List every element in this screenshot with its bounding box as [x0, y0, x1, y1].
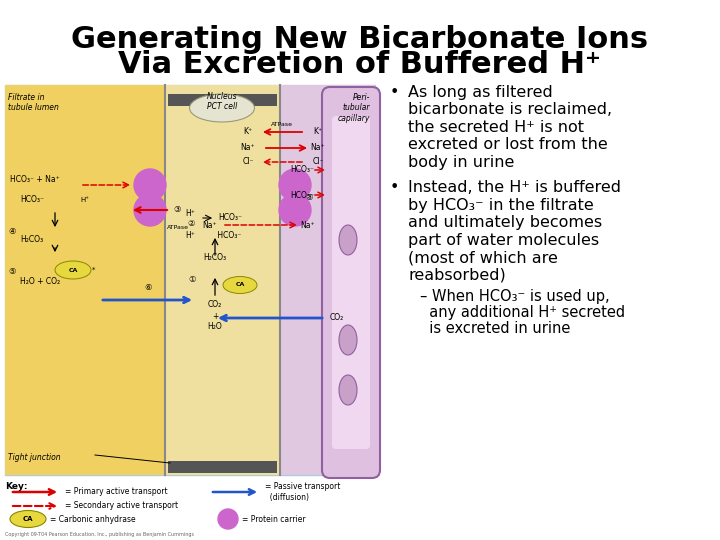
Text: Copyright 09-T04 Pearson Education, Inc., publishing as Benjamin Cummings: Copyright 09-T04 Pearson Education, Inc.… — [5, 532, 194, 537]
Text: CA: CA — [235, 282, 245, 287]
Circle shape — [279, 194, 311, 226]
Text: Na⁺: Na⁺ — [311, 144, 325, 152]
Ellipse shape — [10, 510, 46, 528]
Text: *: * — [92, 267, 95, 273]
Text: CO₂: CO₂ — [208, 300, 222, 309]
Text: +: + — [212, 312, 218, 321]
Text: reabsorbed): reabsorbed) — [408, 268, 505, 283]
Text: HCO₃⁻ + Na⁺: HCO₃⁻ + Na⁺ — [10, 176, 60, 185]
Text: Instead, the H⁺ is buffered: Instead, the H⁺ is buffered — [408, 180, 621, 195]
Text: any additional H⁺ secreted: any additional H⁺ secreted — [420, 305, 625, 320]
Text: H⁺: H⁺ — [185, 209, 195, 218]
Text: K⁺: K⁺ — [313, 127, 323, 137]
Text: H⁺: H⁺ — [80, 197, 89, 203]
Text: Via Excretion of Buffered H⁺: Via Excretion of Buffered H⁺ — [119, 50, 601, 79]
Text: HCO₃⁻: HCO₃⁻ — [215, 231, 241, 240]
Circle shape — [218, 509, 238, 529]
Ellipse shape — [339, 225, 357, 255]
Text: Na⁺: Na⁺ — [240, 144, 256, 152]
FancyBboxPatch shape — [280, 85, 375, 475]
FancyBboxPatch shape — [5, 85, 375, 475]
Text: ③: ③ — [173, 206, 181, 214]
FancyBboxPatch shape — [168, 94, 277, 106]
Text: H₂CO₃: H₂CO₃ — [20, 235, 43, 245]
Text: Na⁺: Na⁺ — [203, 220, 217, 230]
Text: ATPase: ATPase — [167, 225, 189, 230]
Text: CO₂: CO₂ — [330, 314, 344, 322]
Ellipse shape — [189, 94, 254, 122]
Ellipse shape — [55, 261, 91, 279]
Text: H⁺: H⁺ — [185, 231, 195, 240]
Text: is excreted in urine: is excreted in urine — [420, 321, 570, 336]
Text: Key:: Key: — [5, 482, 27, 491]
Text: ②: ② — [187, 219, 195, 227]
Text: excreted or lost from the: excreted or lost from the — [408, 138, 608, 152]
Text: As long as filtered: As long as filtered — [408, 85, 553, 100]
FancyBboxPatch shape — [5, 85, 165, 475]
Ellipse shape — [223, 276, 257, 294]
Circle shape — [134, 194, 166, 226]
Ellipse shape — [339, 325, 357, 355]
Text: – When HCO₃⁻ is used up,: – When HCO₃⁻ is used up, — [420, 289, 610, 304]
Text: ①: ① — [189, 275, 196, 285]
Text: the secreted H⁺ is not: the secreted H⁺ is not — [408, 120, 584, 135]
Text: part of water molecules: part of water molecules — [408, 233, 599, 248]
Text: ATPase: ATPase — [271, 122, 293, 127]
Text: ③: ③ — [305, 193, 312, 202]
Text: HCO₃⁻: HCO₃⁻ — [218, 213, 242, 222]
Text: CA: CA — [68, 267, 78, 273]
Text: Cl⁻: Cl⁻ — [242, 158, 253, 166]
Text: Nucleus: Nucleus — [207, 92, 238, 101]
Text: •: • — [390, 180, 400, 195]
Text: HCO₃⁻: HCO₃⁻ — [20, 195, 44, 205]
Text: Peri-
tubular
capillary: Peri- tubular capillary — [338, 93, 370, 123]
Text: = Protein carrier: = Protein carrier — [242, 515, 305, 523]
FancyBboxPatch shape — [168, 461, 277, 473]
Ellipse shape — [339, 375, 357, 405]
Text: Cl⁻: Cl⁻ — [312, 158, 324, 166]
Text: = Primary active transport: = Primary active transport — [65, 488, 168, 496]
Text: by HCO₃⁻ in the filtrate: by HCO₃⁻ in the filtrate — [408, 198, 594, 213]
Text: Generating New Bicarbonate Ions: Generating New Bicarbonate Ions — [71, 25, 649, 54]
Text: ⑥: ⑥ — [144, 283, 152, 292]
Text: Tight junction: Tight junction — [8, 453, 60, 462]
Text: PCT cell: PCT cell — [207, 102, 237, 111]
FancyBboxPatch shape — [332, 116, 370, 449]
Text: H₂O: H₂O — [207, 322, 222, 331]
Circle shape — [279, 169, 311, 201]
Text: = Carbonic anhydrase: = Carbonic anhydrase — [50, 515, 135, 523]
Text: H₂O + CO₂: H₂O + CO₂ — [20, 278, 60, 287]
Text: K⁺: K⁺ — [243, 127, 253, 137]
Text: Na⁺: Na⁺ — [301, 220, 315, 230]
Text: H₂CO₃: H₂CO₃ — [204, 253, 227, 262]
Circle shape — [134, 169, 166, 201]
FancyBboxPatch shape — [165, 85, 280, 475]
Text: HCO₃⁻: HCO₃⁻ — [290, 165, 314, 174]
Text: •: • — [390, 85, 400, 100]
Text: ⑤: ⑤ — [8, 267, 16, 276]
Text: CA: CA — [23, 516, 33, 522]
Text: (most of which are: (most of which are — [408, 251, 558, 265]
Text: HCO₃⁻: HCO₃⁻ — [290, 191, 314, 199]
Text: = Secondary active transport: = Secondary active transport — [65, 502, 178, 510]
Text: and ultimately becomes: and ultimately becomes — [408, 215, 602, 231]
FancyBboxPatch shape — [322, 87, 380, 478]
Text: ④: ④ — [8, 227, 16, 237]
Text: = Passive transport
  (diffusion): = Passive transport (diffusion) — [265, 482, 341, 502]
Text: bicarbonate is reclaimed,: bicarbonate is reclaimed, — [408, 103, 612, 118]
Text: body in urine: body in urine — [408, 155, 514, 170]
Text: Filtrate in
tubule lumen: Filtrate in tubule lumen — [8, 93, 59, 112]
